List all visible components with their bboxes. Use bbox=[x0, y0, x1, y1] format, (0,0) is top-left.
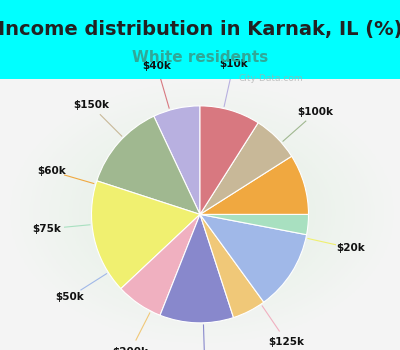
Text: $150k: $150k bbox=[73, 100, 109, 111]
Wedge shape bbox=[200, 214, 308, 235]
Text: $20k: $20k bbox=[336, 243, 365, 253]
Wedge shape bbox=[92, 181, 200, 289]
Wedge shape bbox=[160, 214, 234, 323]
Text: $100k: $100k bbox=[298, 107, 334, 118]
Wedge shape bbox=[97, 116, 200, 214]
Text: $50k: $50k bbox=[56, 292, 84, 302]
Wedge shape bbox=[154, 106, 200, 214]
Wedge shape bbox=[200, 214, 306, 302]
Text: $40k: $40k bbox=[142, 61, 172, 71]
Wedge shape bbox=[200, 156, 308, 214]
Text: $60k: $60k bbox=[38, 166, 66, 176]
Wedge shape bbox=[200, 214, 264, 317]
Wedge shape bbox=[121, 214, 200, 315]
Wedge shape bbox=[200, 106, 258, 214]
Text: $125k: $125k bbox=[269, 337, 305, 347]
Text: $200k: $200k bbox=[112, 346, 148, 350]
Text: Income distribution in Karnak, IL (%): Income distribution in Karnak, IL (%) bbox=[0, 20, 400, 39]
Text: $75k: $75k bbox=[32, 224, 61, 234]
Wedge shape bbox=[200, 123, 292, 214]
Text: City-Data.com: City-Data.com bbox=[238, 74, 303, 83]
Text: White residents: White residents bbox=[132, 50, 268, 65]
Text: $10k: $10k bbox=[219, 59, 248, 69]
